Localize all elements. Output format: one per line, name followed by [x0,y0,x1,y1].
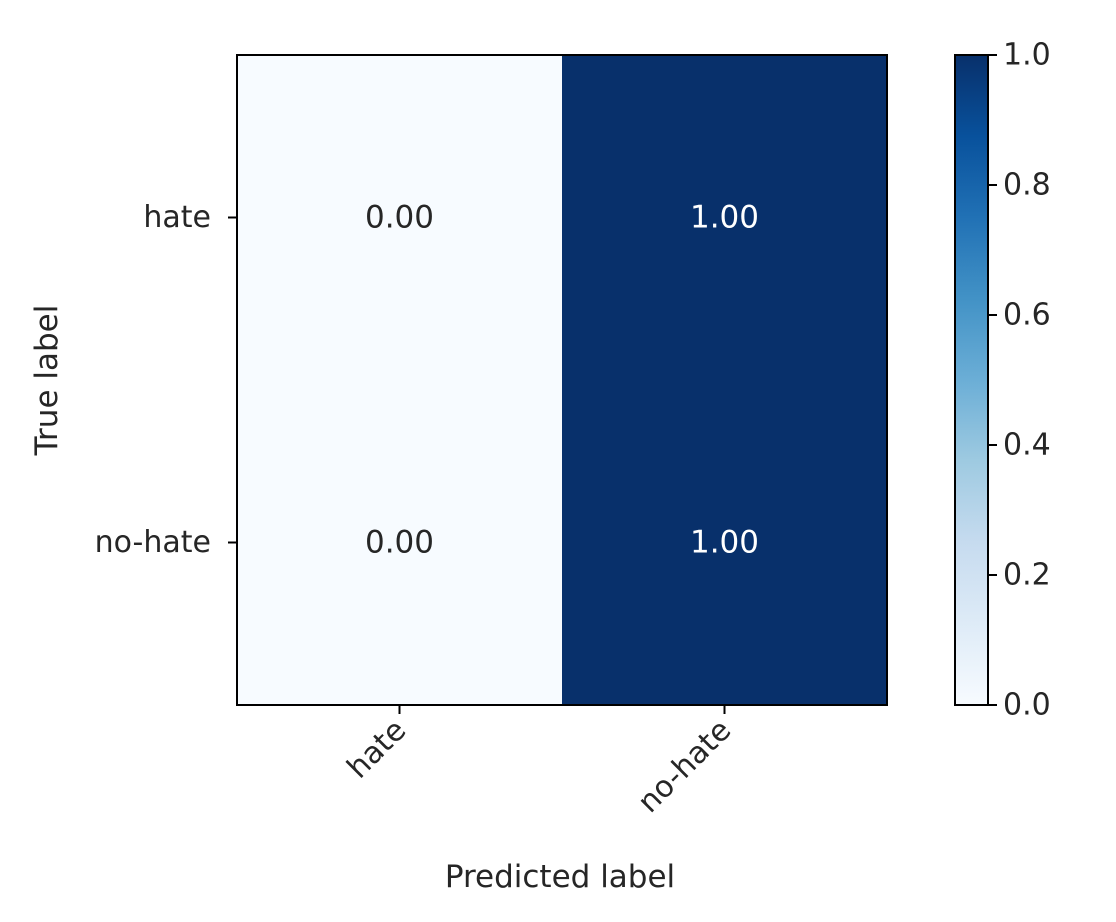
heatmap-cell [237,55,563,381]
x-tick-label: hate [341,713,414,786]
colorbar-tick-label: 1.0 [1003,38,1051,73]
heatmap-cell [237,380,563,706]
y-axis: hate no-hate [95,200,237,560]
heatmap-cells: 0.00 1.00 0.00 1.00 [237,55,888,706]
x-axis: hate no-hate [341,705,738,820]
x-tick-label: no-hate [631,713,738,820]
cell-value-label: 1.00 [690,525,759,561]
heatmap-cell [562,380,888,706]
cell-value-label: 0.00 [365,200,434,236]
colorbar-tick-label: 0.4 [1003,428,1051,463]
colorbar-tick-label: 0.8 [1003,168,1051,203]
plot-frame [236,54,888,706]
colorbar-tick-label: 0.2 [1003,558,1051,593]
cell-value-label: 0.00 [365,525,434,561]
heatmap-cell [562,55,888,381]
colorbar-tick-label: 0.6 [1003,298,1051,333]
y-tick-label: hate [143,200,211,235]
colorbar-tick-label: 0.0 [1003,688,1051,723]
colorbar-ticks: 0.0 0.2 0.4 0.6 0.8 1.0 [988,38,1051,723]
colorbar: 0.0 0.2 0.4 0.6 0.8 1.0 [954,38,1051,723]
cell-value-label: 1.00 [690,200,759,236]
colorbar-gradient [954,54,989,706]
x-axis-title: Predicted label [445,859,675,895]
y-axis-title: True label [29,305,65,457]
y-tick-label: no-hate [95,525,211,560]
